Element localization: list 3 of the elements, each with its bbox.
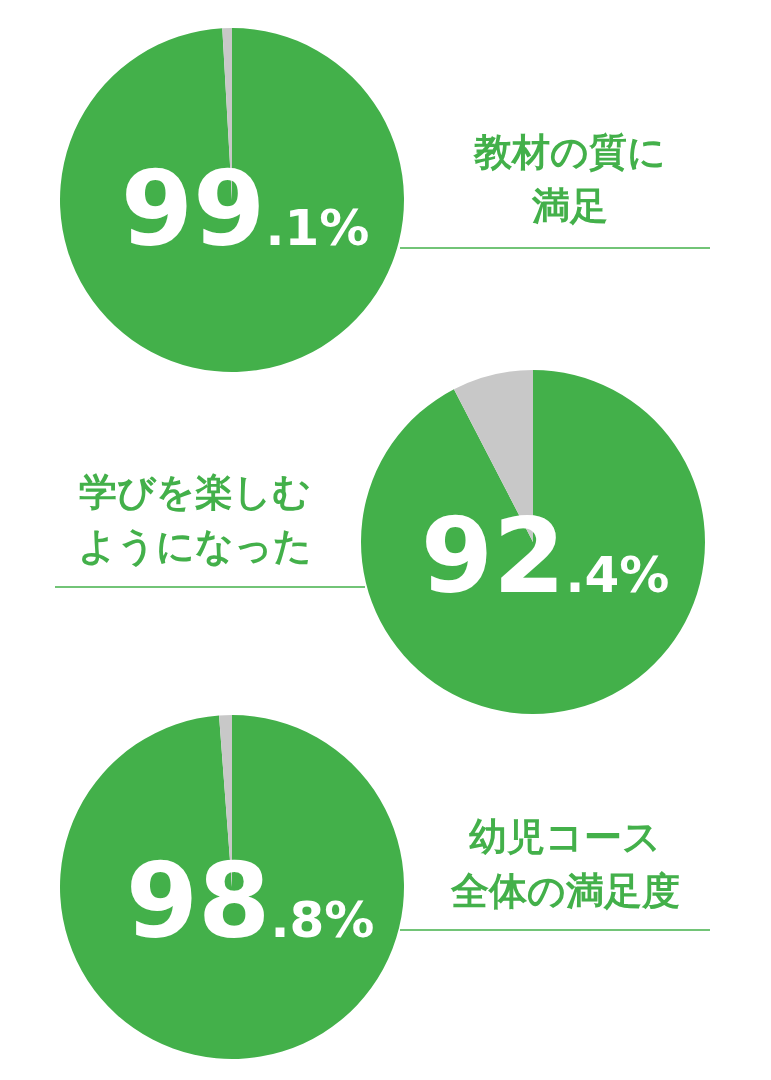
title: 幼児コース全体の満足度 [450, 815, 680, 913]
title: 学びを楽しむようになった [78, 470, 312, 568]
title: 教材の質に満足 [474, 130, 666, 228]
